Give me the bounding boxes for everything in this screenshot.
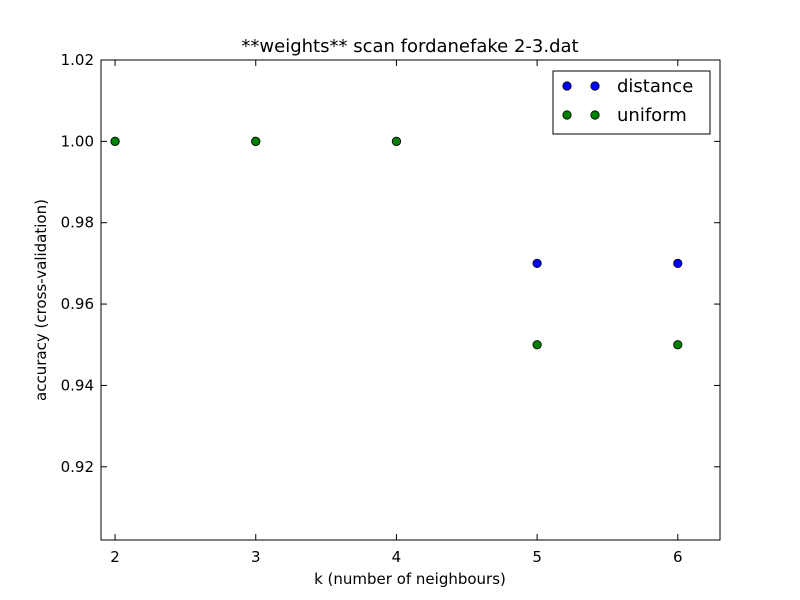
legend-marker-uniform	[562, 110, 572, 120]
series-uniform	[110, 136, 683, 350]
y-tick-label: 0.94	[61, 376, 94, 394]
y-tick-label: 0.96	[61, 295, 94, 313]
x-tick-label: 2	[110, 548, 120, 566]
axis-ticks: 2 3 4 5 6 0.92 0.94 0.96 0.98 1.00 1.02	[61, 51, 720, 566]
chart-title: **weights** scan fordanefake 2-3.dat	[241, 36, 578, 57]
data-point-uniform	[532, 340, 542, 350]
x-tick-label: 4	[392, 548, 402, 566]
data-point-uniform	[110, 136, 120, 146]
y-tick-label: 1.02	[61, 51, 94, 69]
x-tick-label: 6	[673, 548, 683, 566]
x-axis-label: k (number of neighbours)	[314, 570, 506, 588]
legend-marker-distance	[590, 81, 600, 91]
data-point-distance	[673, 258, 683, 268]
legend-marker-distance	[562, 81, 572, 91]
plot-frame	[100, 59, 721, 541]
data-point-uniform	[673, 340, 683, 350]
data-point-distance	[532, 258, 542, 268]
legend-label-distance: distance	[617, 76, 693, 97]
y-tick-label: 0.98	[61, 214, 94, 232]
legend: distance uniform	[552, 70, 711, 135]
y-tick-label: 1.00	[61, 132, 94, 150]
x-tick-label: 5	[532, 548, 542, 566]
legend-marker-uniform	[590, 110, 600, 120]
legend-label-uniform: uniform	[617, 105, 687, 126]
data-point-uniform	[391, 136, 402, 146]
legend-frame	[552, 70, 711, 135]
data-point-uniform	[251, 136, 261, 146]
y-axis-label: accuracy (cross-validation)	[32, 199, 50, 401]
x-tick-label: 3	[251, 548, 261, 566]
plot-area: 2 3 4 5 6 0.92 0.94 0.96 0.98 1.00 1.02	[61, 51, 721, 566]
data-points	[110, 136, 683, 350]
y-tick-label: 0.92	[61, 458, 94, 476]
